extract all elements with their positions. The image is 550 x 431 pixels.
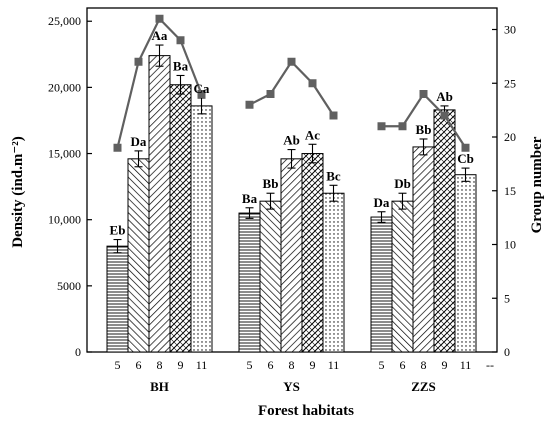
bar-significance-label: Bc [326, 168, 341, 183]
y-tick-label: 0 [75, 345, 81, 359]
group-number-point [266, 90, 275, 98]
bar [391, 200, 414, 353]
group-number-line [248, 59, 335, 117]
group-number-point [308, 79, 317, 88]
x-tick-label: 11 [328, 358, 340, 372]
group-number-point [461, 143, 470, 152]
x-axis-title: Forest habitats [258, 403, 354, 419]
group-number-point [155, 14, 164, 23]
bar-significance-label: Ba [173, 58, 189, 73]
group-label: ZZS [411, 379, 436, 394]
group-number-point [419, 90, 428, 98]
y-tick-label: 10,000 [48, 213, 81, 227]
bar-significance-label: Da [374, 195, 390, 210]
x-tick-label: 11 [460, 358, 472, 372]
bar-significance-label: Ab [436, 89, 453, 104]
group-number-point [398, 122, 407, 131]
y2-tick-label: 15 [504, 184, 516, 198]
y2-tick-label: 10 [504, 238, 516, 252]
bar [412, 146, 435, 353]
group-number-lines-layer [113, 14, 470, 152]
x-tick-label: 9 [442, 358, 448, 372]
x-tick-label: 5 [379, 358, 385, 372]
bar [169, 84, 192, 353]
x-tick-label: 8 [289, 358, 295, 372]
x-tick-label: 6 [136, 358, 142, 372]
group-number-point [245, 100, 254, 109]
bar [259, 200, 282, 353]
y-tick-label: 20,000 [48, 80, 81, 94]
group-number-point [287, 57, 296, 66]
bar [190, 105, 213, 353]
group-number-point [440, 111, 449, 120]
bar [238, 212, 261, 353]
y-tick-label: 5000 [57, 279, 81, 293]
bar-significance-label: Ba [242, 191, 258, 206]
bar [127, 158, 150, 353]
bar-significance-label: Ac [305, 127, 320, 142]
bar [454, 174, 477, 353]
x-tick-label: 5 [115, 358, 121, 372]
x-tick-label: 11 [196, 358, 208, 372]
bar-significance-label: Ab [283, 133, 300, 148]
x-tick-label: 8 [421, 358, 427, 372]
group-number-point [329, 111, 338, 120]
bar-significance-label: Eb [110, 223, 126, 238]
bars-layer [106, 44, 477, 353]
x-tick-label: 5 [247, 358, 253, 372]
bar-significance-label: Ca [194, 81, 210, 96]
bar [301, 153, 324, 353]
x-tick-label: 9 [310, 358, 316, 372]
y-tick-label: 15,000 [48, 147, 81, 161]
bar [370, 216, 393, 353]
group-number-point [134, 57, 143, 66]
x-tick-label: 8 [157, 358, 163, 372]
x-tick-label: 6 [400, 358, 406, 372]
bar-significance-label: Da [131, 134, 147, 149]
bar [322, 192, 345, 353]
group-number-point [176, 36, 185, 45]
y2-axis-title: Group number [529, 136, 545, 233]
bar-significance-label: Aa [152, 28, 168, 43]
group-number-point [113, 143, 122, 152]
bar-significance-label: Db [394, 176, 411, 191]
bar [106, 245, 129, 353]
bar-significance-label: Bb [416, 122, 432, 137]
bar [280, 158, 303, 353]
group-label: BH [150, 379, 169, 394]
x-tick-label: 6 [268, 358, 274, 372]
bar-significance-label: Cb [457, 151, 474, 166]
bar-significance-label: Bb [263, 176, 279, 191]
group-label: YS [283, 379, 300, 394]
x-tick-label: 9 [178, 358, 184, 372]
group-number-point [377, 122, 386, 131]
bar [148, 55, 171, 353]
y-tick-label: 25,000 [48, 14, 81, 28]
bar [433, 109, 456, 353]
y2-tick-label: 30 [504, 23, 516, 37]
group-number-point [197, 90, 206, 98]
y2-tick-label: 5 [504, 291, 510, 305]
y-axis-title: Density (ind.m⁻²) [10, 136, 26, 248]
y2-tick-label: 20 [504, 130, 516, 144]
labels-layer: Eb Da Aa Ba Ca BH Ba Bb Ab Ac Bc YS Da Db Bb Ab Cb ZZS [110, 28, 474, 394]
y2-tick-label: 0 [504, 345, 510, 359]
y2-tick-label: 25 [504, 76, 516, 90]
x-extra-tick-label: -- [486, 358, 494, 372]
